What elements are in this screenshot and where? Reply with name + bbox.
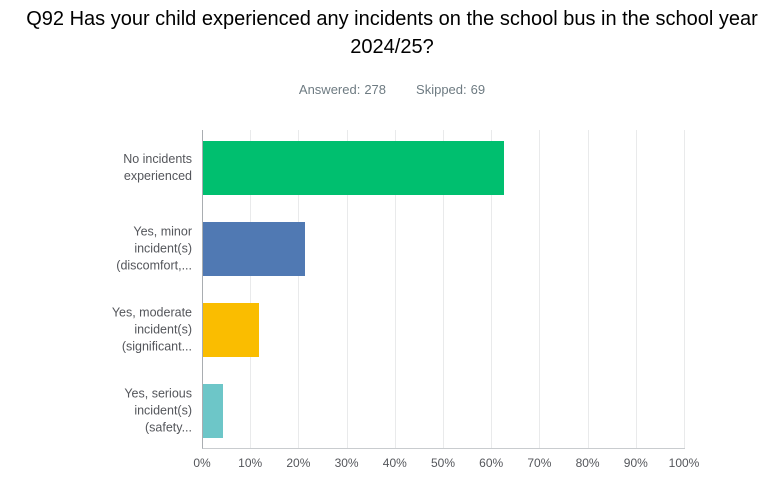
gridline (587, 130, 589, 448)
category-label: No incidents experienced (0, 151, 192, 185)
gridline (684, 130, 685, 448)
x-tick-label: 30% (334, 456, 359, 470)
question-title-block: Q92 Has your child experienced any incid… (0, 5, 784, 61)
gridline (394, 130, 396, 448)
category-label-line: (significant... (121, 339, 192, 354)
gridline (298, 130, 300, 448)
answered-label: Answered: (298, 82, 361, 97)
x-tick-label: 90% (623, 456, 648, 470)
category-label: Yes, moderate incident(s) (significant... (0, 305, 192, 356)
category-label-line: Yes, serious (124, 386, 192, 401)
gridline (346, 130, 348, 448)
gridline (443, 130, 444, 448)
x-tick-label: 100% (668, 456, 700, 470)
x-tick-label: 0% (193, 456, 211, 470)
answered-count: 278 (364, 82, 387, 97)
x-tick-label: 10% (238, 456, 263, 470)
category-label-line: incident(s) (134, 241, 192, 256)
category-label-line: (discomfort,... (116, 258, 192, 273)
category-axis: No incidents experienced Yes, minor inciden… (0, 130, 196, 448)
x-tick-label: 60% (479, 456, 504, 470)
category-label: Yes, minor incident(s) (discomfort,... (0, 224, 192, 275)
x-axis-tick-labels: 0% 10% 20% 30% 40% 50% 60% 70% 80% 90% 100% (193, 456, 699, 472)
x-tick-label: 20% (286, 456, 311, 470)
gridline (635, 130, 637, 448)
category-label-line: Yes, minor (133, 224, 192, 239)
x-tick-label: 80% (575, 456, 600, 470)
plot-area (202, 130, 685, 449)
category-label-line: incident(s) (134, 403, 192, 418)
category-label: Yes, serious incident(s) (safety... (0, 386, 192, 437)
category-label-line: (safety... (144, 420, 192, 435)
skipped-label: Skipped: (416, 82, 467, 97)
bar[interactable] (203, 141, 504, 195)
gridline (250, 130, 252, 448)
question-title: Q92 Has your child experienced any incid… (26, 8, 758, 58)
gridline (491, 130, 493, 448)
skipped-count: 69 (470, 82, 486, 97)
response-summary: Answered: 278 Skipped: 69 (0, 82, 784, 97)
bar[interactable] (203, 222, 306, 276)
x-tick-label: 70% (527, 456, 552, 470)
x-tick-label: 40% (382, 456, 407, 470)
category-label-line: No incidents (123, 152, 192, 166)
category-label-line: incident(s) (134, 322, 192, 337)
skipped-summary: Skipped: 69 (414, 82, 487, 97)
answered-summary: Answered: 278 (297, 82, 388, 97)
bar[interactable] (203, 384, 224, 438)
gridline (539, 130, 541, 448)
x-tick-label: 50% (430, 456, 456, 470)
bar[interactable] (203, 303, 260, 357)
category-label-line: experienced (123, 169, 192, 183)
category-label-line: Yes, moderate (111, 305, 192, 320)
